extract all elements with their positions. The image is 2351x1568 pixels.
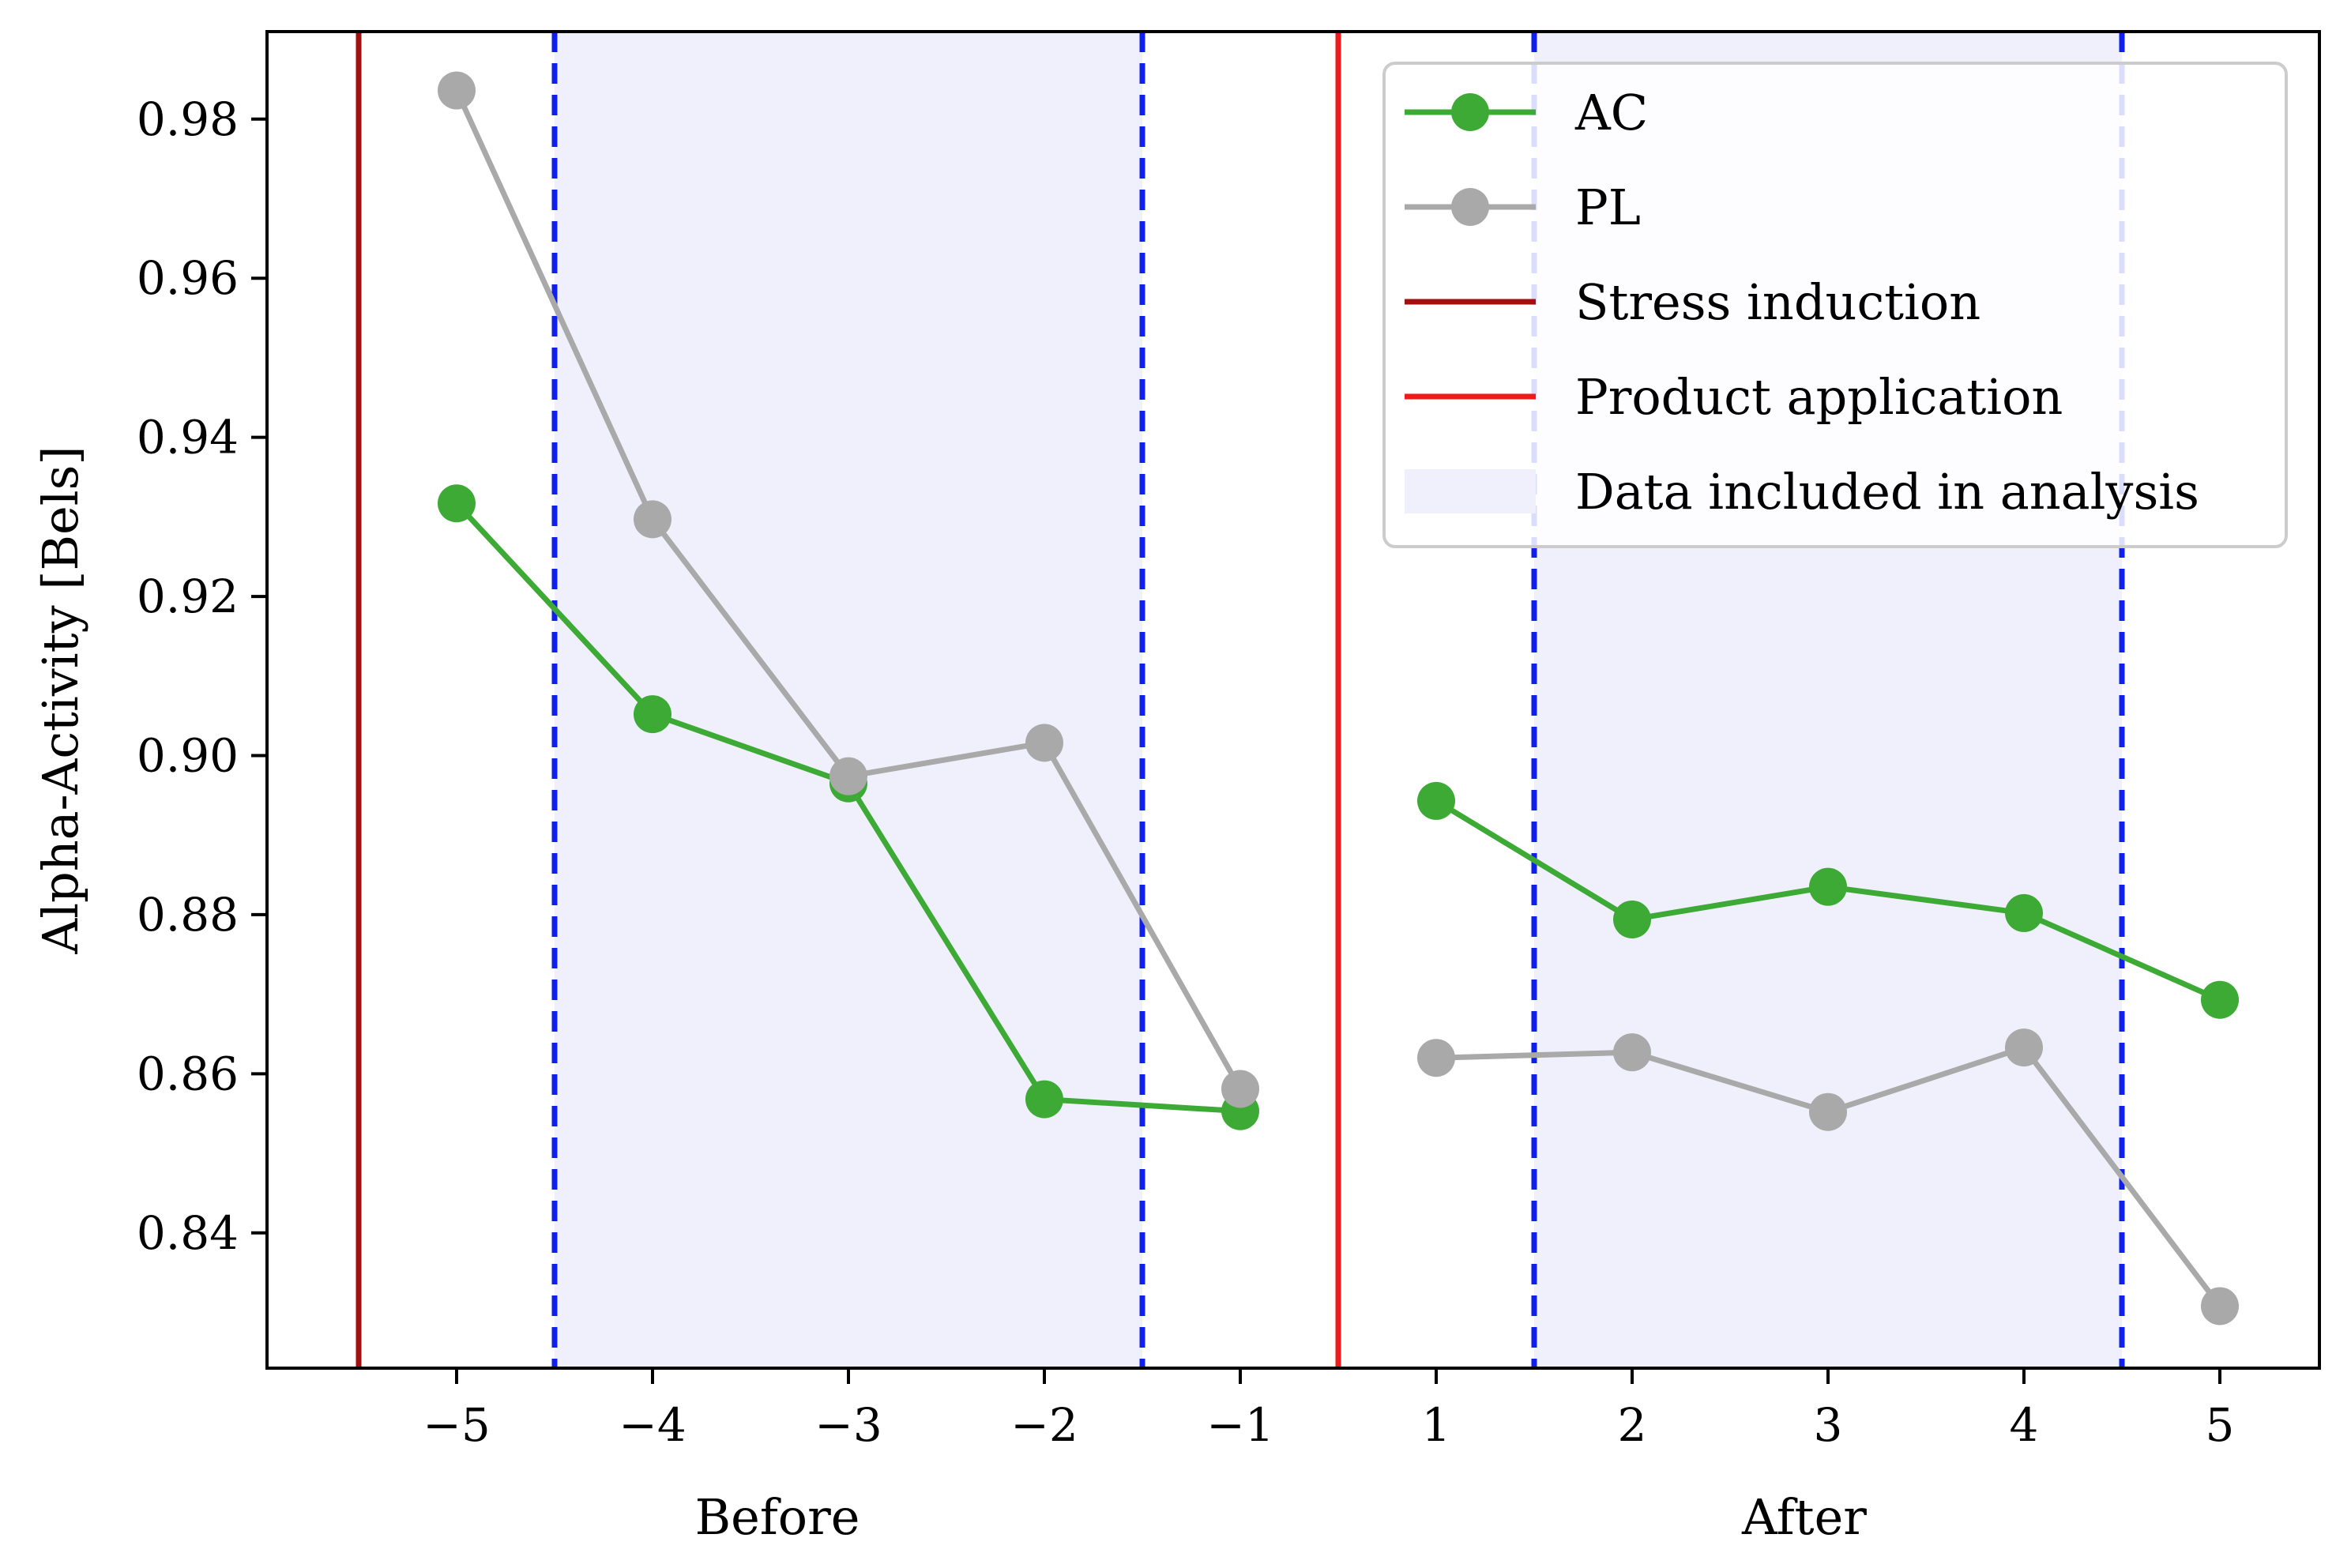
y-tick-label: 0.88 <box>137 888 239 942</box>
legend-item: AC <box>1405 84 1648 141</box>
x-tick-label: −2 <box>1010 1398 1078 1452</box>
x-group-label-before: Before <box>695 1488 860 1546</box>
x-tick-label: −3 <box>814 1398 882 1452</box>
legend-label: Data included in analysis <box>1575 463 2199 521</box>
x-tick-label: 4 <box>2010 1398 2039 1452</box>
y-tick-label: 0.90 <box>137 729 239 783</box>
x-tick-label: −5 <box>423 1398 491 1452</box>
x-tick-label: 1 <box>1422 1398 1451 1452</box>
data-point-pl <box>829 757 867 795</box>
data-point-pl <box>1417 1039 1455 1077</box>
data-point-ac <box>2005 893 2043 932</box>
data-point-pl <box>1221 1070 1259 1108</box>
x-tick-label: −4 <box>619 1398 686 1452</box>
legend-label: PL <box>1575 179 1641 236</box>
data-point-ac <box>1809 867 1847 906</box>
data-point-pl <box>634 500 671 539</box>
data-point-ac <box>2201 980 2239 1019</box>
plot-frame <box>265 30 2321 1370</box>
x-tick-label: 5 <box>2206 1398 2235 1452</box>
data-point-ac <box>1613 900 1651 938</box>
y-axis-label: Alpha-Activity [Bels] <box>32 446 89 954</box>
x-tick-label: 2 <box>1618 1398 1647 1452</box>
legend-label: Product application <box>1575 368 2063 426</box>
legend-item: Product application <box>1405 368 2063 426</box>
data-point-ac <box>1025 1080 1063 1119</box>
data-point-pl <box>1613 1033 1651 1072</box>
y-tick-label: 0.84 <box>137 1206 239 1260</box>
y-tick-label: 0.98 <box>137 92 239 146</box>
data-point-pl <box>2005 1028 2043 1067</box>
x-tick-label: −1 <box>1206 1398 1274 1452</box>
legend-item: PL <box>1405 179 1641 236</box>
legend-label: Stress induction <box>1575 273 1980 331</box>
legend-box <box>1382 62 2288 548</box>
legend-marker-swatch <box>1451 188 1489 226</box>
data-point-pl <box>2201 1287 2239 1325</box>
x-group-label-after: After <box>1741 1488 1867 1546</box>
y-tick-label: 0.96 <box>137 251 239 305</box>
legend-item: Stress induction <box>1405 273 1980 331</box>
data-point-ac <box>438 484 476 523</box>
y-tick-label: 0.94 <box>137 411 239 464</box>
legend-marker-swatch <box>1451 93 1489 131</box>
data-point-pl <box>1025 724 1063 762</box>
legend-item: Data included in analysis <box>1405 463 2199 521</box>
legend-label: AC <box>1574 84 1648 141</box>
y-tick-label: 0.86 <box>137 1047 239 1100</box>
y-tick-label: 0.92 <box>137 570 239 623</box>
x-tick-label: 3 <box>1814 1398 1843 1452</box>
data-point-pl <box>438 71 476 110</box>
legend-patch-swatch <box>1405 469 1536 513</box>
data-point-ac <box>634 695 671 734</box>
data-point-pl <box>1809 1092 1847 1131</box>
data-point-ac <box>1417 781 1455 820</box>
